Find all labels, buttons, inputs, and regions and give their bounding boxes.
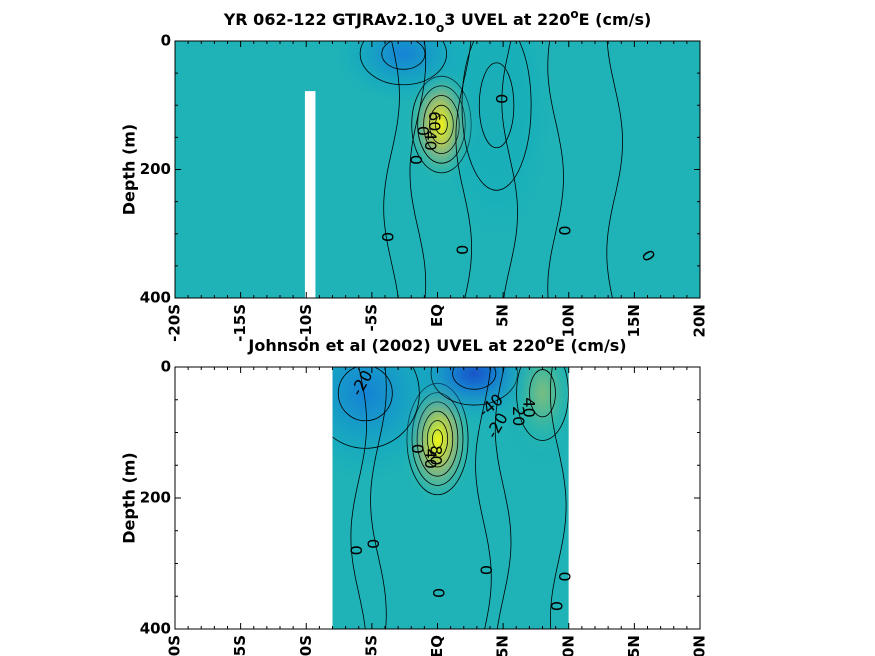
zero-contour <box>455 41 473 298</box>
y-axis-label: Depth (m) <box>120 452 139 544</box>
contour-label: 20 <box>509 406 528 426</box>
y-tick-label: 200 <box>140 160 171 178</box>
contour-line <box>478 62 515 149</box>
missing-data-gap <box>304 91 316 299</box>
zero-contour <box>549 367 567 629</box>
contour-label: 0 <box>476 565 495 575</box>
x-tick-label: 20N <box>691 635 709 656</box>
contour-label: 80 <box>426 445 445 465</box>
y-tick-label: 0 <box>161 32 171 50</box>
x-tick-label: -10S <box>297 635 315 656</box>
zero-contour <box>409 41 427 298</box>
x-tick-label: -20S <box>166 635 184 656</box>
zero-contour <box>606 41 624 298</box>
anomaly-3 <box>332 367 451 481</box>
contour-label: 40 <box>421 130 440 150</box>
x-tick-label: 15N <box>625 635 643 656</box>
x-tick-label: 10N <box>559 304 577 337</box>
x-tick-label: 15N <box>625 304 643 337</box>
contour-label: 0 <box>408 444 427 454</box>
contour-label: 0 <box>378 232 397 242</box>
contour-label: 0 <box>492 94 511 104</box>
contour-line <box>337 367 393 422</box>
contour-label: 0 <box>407 155 426 165</box>
contour-label: 0 <box>555 572 574 582</box>
x-tick-label: EQ <box>428 304 446 327</box>
contour-line <box>359 41 447 86</box>
contour-label: 0 <box>346 545 365 555</box>
contour-label: 0 <box>453 245 472 255</box>
x-tick-label: 5N <box>494 304 512 327</box>
y-tick-label: 400 <box>140 620 171 638</box>
velocity-field <box>332 367 569 629</box>
x-tick-label: -10S <box>297 304 315 342</box>
anomaly-4 <box>501 367 569 468</box>
contour-label: 40 <box>520 397 539 417</box>
anomaly-2 <box>441 41 552 240</box>
anomaly-3 <box>335 41 472 103</box>
zero-contour <box>350 367 367 629</box>
x-tick-label: -20S <box>166 304 184 342</box>
contour-line <box>452 367 497 390</box>
contour-line <box>461 41 532 191</box>
zero-contour <box>383 41 400 298</box>
contour-line <box>516 367 569 441</box>
contour-line <box>332 367 420 449</box>
zero-contour <box>370 367 387 629</box>
x-tick-label: -15S <box>231 304 249 342</box>
x-tick-label: -5S <box>362 635 380 656</box>
zero-contour <box>475 367 492 629</box>
x-tick-label: -15S <box>231 635 249 656</box>
contour-label: 60 <box>425 111 444 131</box>
y-axis-label: Depth (m) <box>120 124 139 216</box>
zero-contour <box>501 41 519 298</box>
x-tick-label: 10N <box>559 635 577 656</box>
contour-label: 0 <box>555 225 574 235</box>
x-tick-label: EQ <box>428 635 446 656</box>
contour-line <box>381 41 426 70</box>
x-tick-label: 5N <box>494 635 512 656</box>
contour-label: 0 <box>363 539 382 549</box>
contour-label: 0 <box>547 601 566 611</box>
y-tick-label: 0 <box>161 358 171 376</box>
chart-title: YR 062-122 GTJRAv2.10o3 UVEL at 220oE (c… <box>223 7 652 35</box>
chart-title: Johnson et al (2002) UVEL at 220oE (cm/s… <box>247 333 626 355</box>
velocity-field <box>175 41 700 298</box>
zero-contour <box>547 41 564 298</box>
contour-label: 0 <box>429 588 448 598</box>
x-tick-label: 20N <box>691 304 709 337</box>
y-tick-label: 200 <box>140 489 171 507</box>
contour-label: 0 <box>413 126 432 136</box>
zero-contour <box>494 367 512 629</box>
y-tick-label: 400 <box>140 289 171 307</box>
x-tick-label: -5S <box>362 304 380 331</box>
contour-label: 40 <box>421 449 440 469</box>
